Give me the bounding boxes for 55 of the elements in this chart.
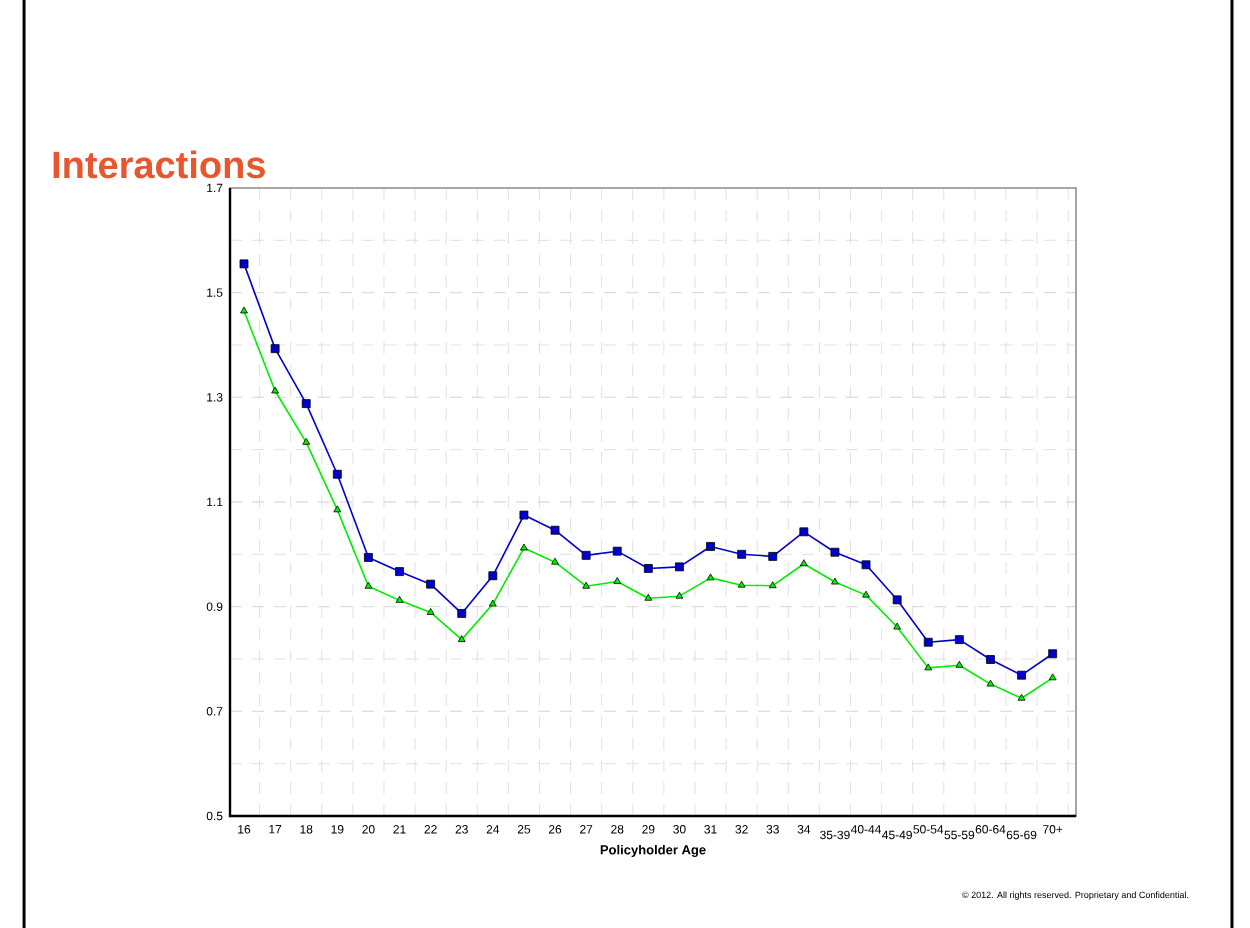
point [364,553,373,562]
point [768,581,777,589]
point [332,469,342,479]
point [550,525,560,535]
point [923,637,933,647]
point [519,510,529,520]
point [643,564,653,573]
point [582,581,590,589]
point [1048,673,1057,681]
point [1017,693,1026,701]
point [892,595,902,605]
point [644,593,653,601]
point [831,577,839,585]
point [955,660,964,668]
point [551,557,559,565]
point [986,655,995,664]
point [520,543,528,551]
point [364,581,373,589]
point [488,571,498,581]
point [612,546,622,556]
point [395,567,404,576]
point [1017,670,1026,680]
chart-title: Interactions [53,150,265,179]
point [301,399,311,408]
point [893,622,902,630]
point [954,635,964,645]
point [768,552,778,561]
point [986,679,995,687]
point [271,386,279,394]
point [613,577,622,584]
point [706,573,715,581]
point [239,259,249,269]
point [706,542,715,551]
point [830,547,840,557]
point [675,591,684,599]
point [457,635,466,643]
point [675,562,684,572]
point [302,437,311,445]
point [924,663,933,671]
point [799,559,808,567]
point [861,560,871,570]
point [240,306,248,314]
point [488,599,497,607]
point [333,505,342,513]
point [799,527,809,537]
point [426,608,435,615]
point [270,344,280,354]
point [395,595,404,603]
point [862,590,870,598]
point [737,580,746,588]
point [457,609,467,618]
point [1048,649,1058,659]
point [737,549,747,559]
point [426,579,436,589]
point [581,550,591,560]
